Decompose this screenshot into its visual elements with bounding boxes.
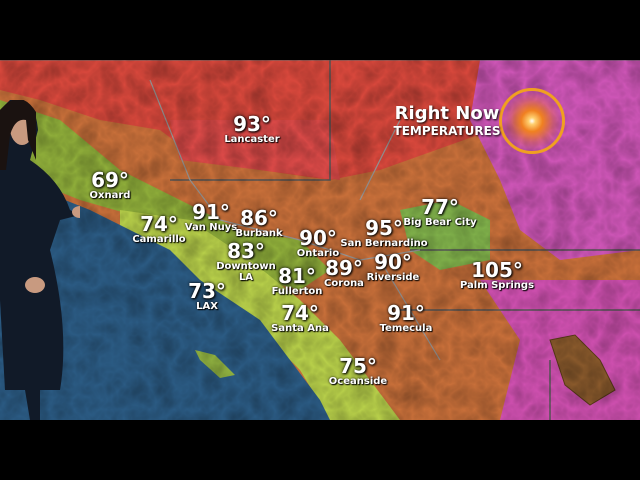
city-big-bear-city: 77° Big Bear City [403, 197, 476, 228]
city-name: Oxnard [89, 190, 131, 201]
city-temp: 77° [421, 195, 459, 219]
city-name: Big Bear City [403, 217, 477, 228]
presenter [0, 100, 80, 420]
city-temp: 74° [281, 301, 319, 325]
city-lax: 73° LAX [188, 281, 226, 312]
title-right-now: Right Now [394, 103, 500, 124]
city-temp: 91° [387, 301, 425, 325]
city-burbank: 86° Burbank [235, 208, 282, 239]
city-name: LAX [196, 301, 218, 312]
city-temp: 81° [278, 264, 316, 288]
city-name: Fullerton [271, 286, 323, 297]
subtitle-temperatures: TEMPERATURES [393, 124, 501, 138]
city-temp: 95° [365, 216, 403, 240]
city-lancaster: 93° Lancaster [224, 114, 279, 145]
city-name: Riverside [366, 272, 420, 283]
city-temp: 90° [299, 226, 337, 250]
city-name: Corona [324, 278, 364, 289]
city-name: Palm Springs [459, 280, 535, 291]
city-name: Lancaster [224, 134, 280, 145]
city-temp: 75° [339, 354, 377, 378]
city-santa-ana: 74° Santa Ana [271, 303, 329, 334]
city-ontario: 90° Ontario [297, 228, 339, 259]
city-palm-springs: 105° Palm Springs [460, 260, 534, 291]
graphic-title: Right Now TEMPERATURES [394, 104, 501, 139]
city-temecula: 91° Temecula [380, 303, 433, 334]
city-van-nuys: 91° Van Nuys [185, 202, 238, 233]
city-name: Downtown LA [216, 261, 276, 283]
city-name: Oceanside [328, 376, 388, 387]
city-fullerton: 81° Fullerton [272, 266, 323, 297]
city-temp: 86° [240, 206, 278, 230]
city-downtown-la: 83° Downtown LA [211, 241, 281, 283]
city-temp: 90° [374, 250, 412, 274]
city-oxnard: 69° Oxnard [90, 170, 131, 201]
city-name: Temecula [379, 323, 433, 334]
city-oceanside: 75° Oceanside [329, 356, 387, 387]
city-name: Camarillo [132, 234, 186, 245]
city-name: Ontario [296, 248, 340, 259]
city-name: Santa Ana [271, 323, 329, 334]
city-temp: 73° [188, 279, 226, 303]
city-corona: 89° Corona [324, 258, 364, 289]
city-temp: 83° [227, 239, 265, 263]
sun-icon [499, 88, 565, 154]
city-temp: 89° [325, 256, 363, 280]
city-riverside: 90° Riverside [367, 252, 420, 283]
city-temp: 74° [140, 212, 178, 236]
city-temp: 93° [233, 112, 271, 136]
city-name: San Bernardino [340, 238, 428, 249]
city-name: Van Nuys [184, 222, 238, 233]
city-temp: 91° [192, 200, 230, 224]
city-temp: 105° [471, 258, 523, 282]
city-camarillo: 74° Camarillo [132, 214, 185, 245]
city-temp: 69° [91, 168, 129, 192]
city-name: Burbank [235, 228, 283, 239]
city-san-bernardino: 95° San Bernardino [340, 218, 427, 249]
